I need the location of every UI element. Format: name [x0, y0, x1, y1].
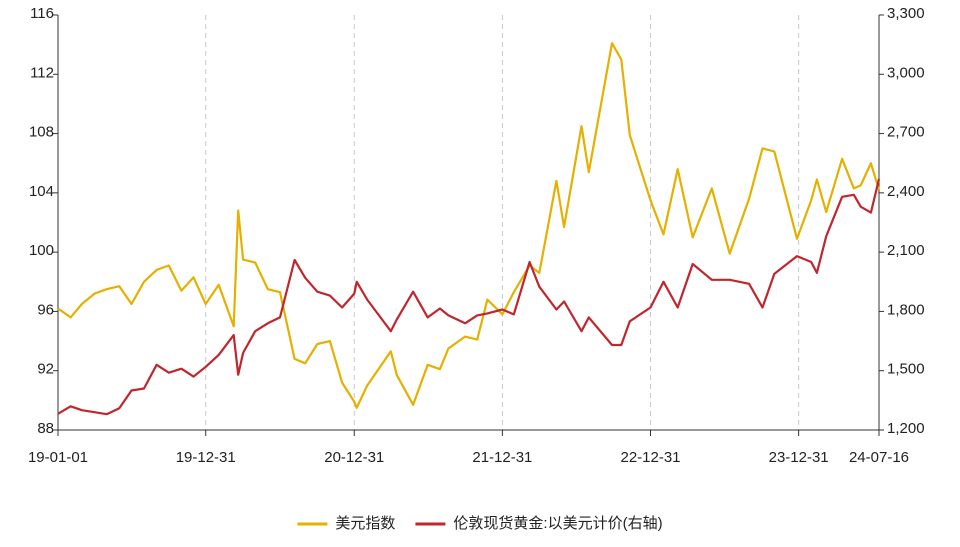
- x-tick-label: 20-12-31: [324, 449, 384, 466]
- y-tick-label: 96: [37, 301, 54, 318]
- legend-label: 伦敦现货黄金:以美元计价(右轴): [453, 515, 662, 532]
- legend-label: 美元指数: [335, 515, 395, 532]
- y2-tick-label: 1,200: [887, 420, 925, 437]
- y-tick-label: 112: [30, 64, 54, 81]
- x-tick-label: 21-12-31: [472, 449, 532, 466]
- y2-tick-label: 2,400: [887, 183, 925, 200]
- x-tick-label: 23-12-31: [769, 449, 829, 466]
- y2-tick-label: 1,800: [887, 301, 925, 318]
- x-tick-label: 24-07-16: [849, 449, 909, 466]
- y2-tick-label: 3,300: [887, 5, 925, 22]
- y-tick-label: 100: [29, 242, 54, 259]
- y2-tick-label: 2,100: [887, 242, 925, 259]
- x-tick-label: 22-12-31: [620, 449, 680, 466]
- y-tick-label: 116: [30, 5, 54, 22]
- y-tick-label: 92: [37, 361, 54, 378]
- y-tick-label: 108: [29, 124, 54, 141]
- y2-tick-label: 3,000: [887, 64, 925, 81]
- series-line: [57, 42, 881, 409]
- y-tick-label: 88: [37, 420, 54, 437]
- y2-tick-label: 1,500: [887, 361, 925, 378]
- x-tick-label: 19-01-01: [28, 449, 88, 466]
- x-tick-label: 19-12-31: [176, 449, 236, 466]
- y-tick-label: 104: [29, 183, 54, 200]
- series-line: [57, 178, 881, 416]
- y2-tick-label: 2,700: [887, 124, 925, 141]
